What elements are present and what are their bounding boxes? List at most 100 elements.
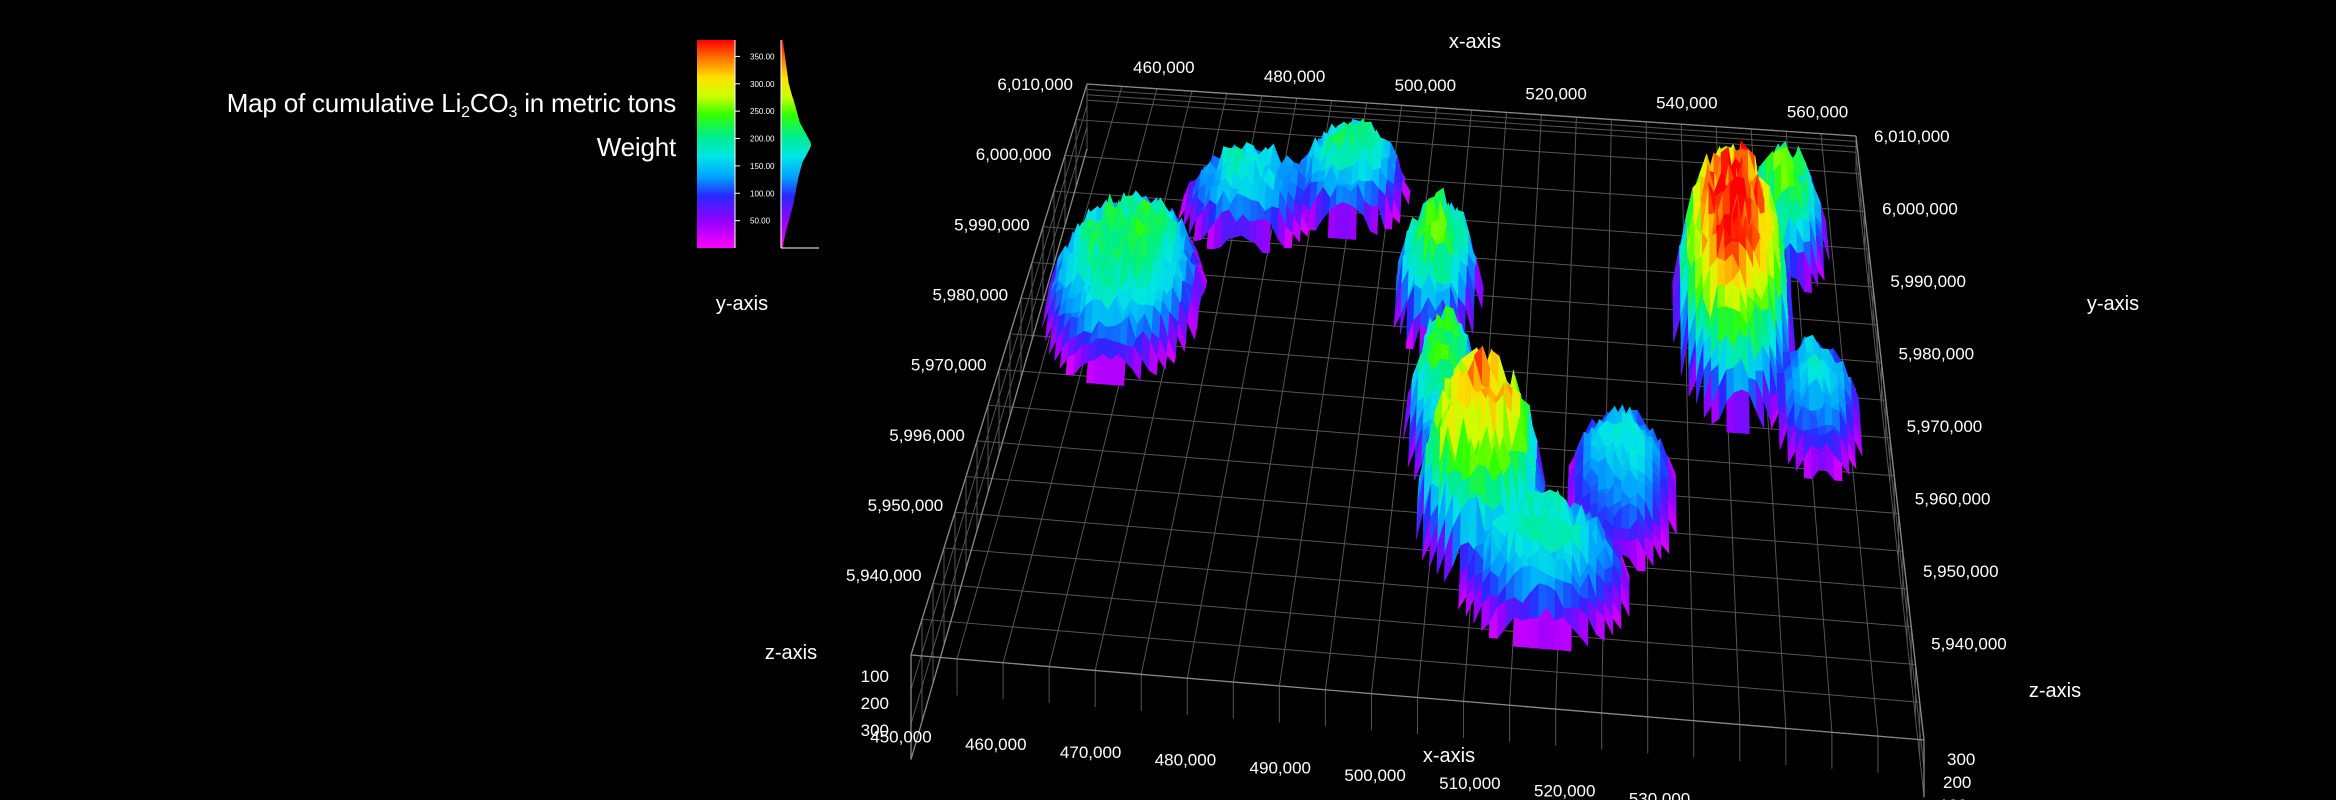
surface-cell (1166, 338, 1176, 365)
x-tick-label-back: 540,000 (1656, 94, 1717, 113)
surface-cell (1660, 528, 1670, 555)
x-tick-label-back: 500,000 (1395, 76, 1456, 95)
surface-cell (1284, 225, 1293, 249)
chart-title: Map of cumulative Li2CO3 in metric tons (226, 88, 676, 121)
surface-cell (1465, 286, 1474, 334)
surface-cell (1803, 251, 1812, 293)
surface-cell (1853, 424, 1863, 456)
surface-cell (1369, 206, 1379, 236)
colorbar-histogram-shape (781, 40, 811, 248)
surface-cell (1300, 214, 1309, 237)
surface-cell (1620, 583, 1630, 617)
surface-cell (1748, 377, 1757, 412)
z-axis-title-left: z-axis (765, 642, 817, 664)
x-tick-label-front: 540,000 (1724, 797, 1785, 800)
back-wall-grid-line (1086, 94, 1857, 148)
surface-cell (1555, 517, 1565, 552)
surface-cell (1668, 510, 1677, 535)
surface-cell (1717, 257, 1726, 287)
surface-cell (1628, 538, 1638, 572)
y-tick-label-left: 6,000,000 (976, 145, 1052, 164)
back-wall-grid (1086, 83, 1857, 153)
surface-cell (1363, 200, 1372, 232)
colorbar-tick-label: 250.00 (750, 107, 775, 116)
surface (1041, 118, 1863, 652)
y-axis-title-left: y-axis (716, 293, 768, 315)
colorbar-tick-label: 350.00 (750, 52, 775, 61)
surface-cell (1810, 241, 1819, 287)
floor-grid-line (932, 583, 1916, 665)
x-tick-label-back: 480,000 (1264, 67, 1325, 86)
colorbar-tick-label: 300.00 (750, 80, 775, 89)
y-tick-label-right: 5,960,000 (1915, 489, 1991, 508)
surface-cell (1847, 441, 1857, 470)
surface-cell (1474, 265, 1483, 308)
chart-subtitle: Weight (596, 132, 676, 162)
left-wall-grid-line (910, 126, 1088, 725)
surface-cell (1802, 219, 1811, 243)
floor-grid-line (943, 547, 1912, 628)
colorbar (697, 40, 735, 248)
y-tick-label-right: 5,940,000 (1931, 634, 2007, 653)
surface-cell (1621, 539, 1630, 559)
back-wall-grid-line (1086, 88, 1857, 142)
surface-cell (1637, 538, 1646, 572)
chart-title-block: Map of cumulative Li2CO3 in metric tons … (227, 86, 676, 165)
surface-cell (1115, 354, 1126, 386)
surface-cell (1392, 199, 1401, 224)
x-tick-label-front: 500,000 (1344, 766, 1405, 785)
surface-cell (1531, 515, 1541, 543)
right-wall-grid-line (1855, 170, 1925, 797)
surface-cell (1436, 241, 1445, 285)
z-tick-label-left: 300 (861, 721, 889, 740)
surface-cell (1733, 389, 1743, 434)
surface-cell (1132, 346, 1142, 382)
box-edge (910, 654, 1925, 741)
box-edge (910, 83, 1088, 656)
x-tick-label-front: 530,000 (1629, 789, 1690, 800)
box-edges (910, 83, 1925, 798)
surface-cell (1755, 380, 1765, 429)
surface-cell (1334, 202, 1344, 239)
colorbar-tick-label: 150.00 (750, 162, 775, 171)
surface-cell (1604, 602, 1614, 635)
surface-cell (1529, 617, 1539, 649)
surface-cell (1377, 188, 1387, 229)
surface-cell (1613, 527, 1622, 540)
surface-cell (1497, 600, 1507, 640)
surface-cell (1505, 597, 1515, 629)
y-tick-label-left: 6,010,000 (997, 75, 1073, 94)
y-tick-label-right: 6,000,000 (1882, 199, 1958, 218)
x-tick-label-front: 450,000 (870, 727, 931, 746)
x-tick-label-front: 520,000 (1534, 782, 1595, 800)
x-axis-title-top: x-axis (1449, 31, 1501, 53)
y-tick-label-left: 5,970,000 (911, 356, 987, 375)
surface-cell (1840, 439, 1850, 476)
y-tick-label-right: 6,010,000 (1874, 127, 1950, 146)
x-tick-label-back: 560,000 (1787, 102, 1848, 121)
surface-cell (1384, 195, 1393, 230)
z-tick-label-left: 200 (861, 694, 889, 713)
box-edge (1086, 83, 1857, 137)
x-tick-label-front: 470,000 (1060, 743, 1121, 762)
surface-cell (1612, 601, 1622, 630)
surface-cell (1186, 311, 1197, 340)
surface-cell (1404, 217, 1413, 253)
z-axis-title-right: z-axis (2029, 680, 2081, 702)
surface-cell (1401, 181, 1410, 206)
surface-cell (1571, 607, 1581, 637)
surface-cell (1717, 306, 1727, 342)
surface-cell (1348, 204, 1357, 240)
x-tick-label-front: 490,000 (1250, 758, 1311, 777)
colorbar-ticks: 350.00 300.00 250.00 200.00 150.00 100.00 50.0… (734, 40, 775, 248)
surface-cell (1292, 215, 1301, 243)
surface-cell (1833, 455, 1843, 482)
floor-grid-line (921, 618, 1920, 703)
z-tick-label-right: 200 (1943, 773, 1971, 792)
surface-cell (1358, 159, 1367, 183)
surface-cell (1513, 616, 1523, 648)
right-wall-grid-line (1855, 153, 1925, 769)
y-axis-title-right: y-axis (2087, 293, 2139, 315)
surface-cell (1562, 616, 1572, 652)
surface-cell (1157, 338, 1168, 371)
